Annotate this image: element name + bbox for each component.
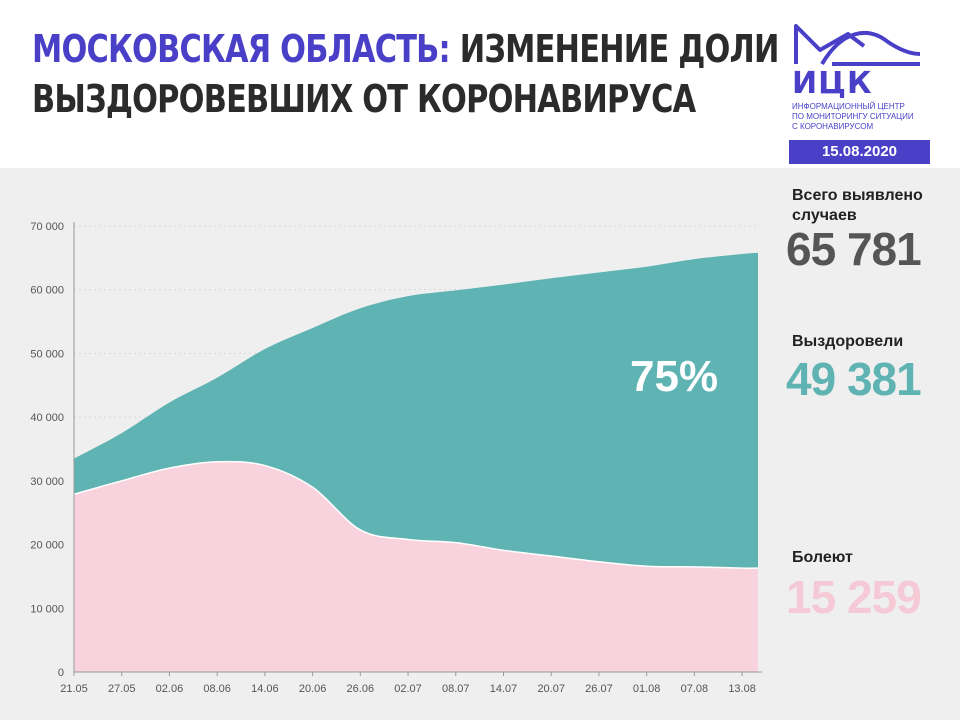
x-tick-label: 08.07 <box>442 683 470 695</box>
total-cases-label: Всего выявлено случаев <box>792 186 923 226</box>
date-badge: 15.08.2020 <box>789 140 930 164</box>
y-tick-label: 30 000 <box>30 476 64 488</box>
y-tick-label: 20 000 <box>30 540 64 552</box>
x-tick-label: 02.07 <box>394 683 422 695</box>
title-line-1: МОСКОВСКАЯ ОБЛАСТЬ: ИЗМЕНЕНИЕ ДОЛИ <box>32 24 779 74</box>
x-tick-label: 08.06 <box>203 683 231 695</box>
total-cases-value: 65 781 <box>786 223 922 275</box>
y-tick-label: 70 000 <box>30 221 64 233</box>
y-tick-label: 40 000 <box>30 412 64 424</box>
logo: ИЦК ИНФОРМАЦИОННЫЙ ЦЕНТР ПО МОНИТОРИНГУ … <box>792 20 942 140</box>
sick-label: Болеют <box>792 549 853 566</box>
total-cases-label-line: случаев <box>792 207 857 224</box>
total-cases-label-line: Всего выявлено <box>792 187 923 204</box>
x-tick-label: 27.05 <box>108 683 136 695</box>
y-tick-label: 0 <box>58 667 64 679</box>
y-tick-label: 50 000 <box>30 348 64 360</box>
recovered-percent: 75% <box>630 352 719 401</box>
x-tick-label: 07.08 <box>681 683 709 695</box>
logo-subtitle-line: ИНФОРМАЦИОННЫЙ ЦЕНТР <box>792 102 905 111</box>
sick-area <box>74 461 758 672</box>
y-tick-label: 60 000 <box>30 285 64 297</box>
chart-title: МОСКОВСКАЯ ОБЛАСТЬ: ИЗМЕНЕНИЕ ДОЛИ ВЫЗДО… <box>32 24 779 124</box>
sick-value: 15 259 <box>786 571 922 623</box>
recovered-value: 49 381 <box>786 353 922 405</box>
x-tick-label: 14.06 <box>251 683 279 695</box>
logo-subtitle-line: С КОРОНАВИРУСОМ <box>792 122 874 131</box>
title-region: МОСКОВСКАЯ ОБЛАСТЬ: <box>32 27 451 71</box>
title-text-1: ИЗМЕНЕНИЕ ДОЛИ <box>459 27 780 71</box>
x-tick-label: 13.08 <box>728 683 756 695</box>
x-tick-label: 26.07 <box>585 683 613 695</box>
recovered-area <box>74 252 758 569</box>
logo-name: ИЦК <box>792 66 873 101</box>
recovered-label: Выздоровели <box>792 333 904 350</box>
x-tick-label: 14.07 <box>490 683 518 695</box>
sick-boundary-line <box>73 460 759 569</box>
title-line-2: ВЫЗДОРОВЕВШИХ ОТ КОРОНАВИРУСА <box>32 77 696 121</box>
logo-subtitle-line: ПО МОНИТОРИНГУ СИТУАЦИИ <box>792 112 914 121</box>
x-tick-label: 20.06 <box>299 683 327 695</box>
y-tick-label: 10 000 <box>30 603 64 615</box>
x-tick-label: 26.06 <box>347 683 375 695</box>
x-tick-label: 02.06 <box>156 683 184 695</box>
x-tick-label: 20.07 <box>537 683 565 695</box>
logo-mark-icon <box>794 24 921 66</box>
x-tick-label: 21.05 <box>60 683 88 695</box>
x-tick-label: 01.08 <box>633 683 661 695</box>
logo-subtitle: ИНФОРМАЦИОННЫЙ ЦЕНТР ПО МОНИТОРИНГУ СИТУ… <box>792 102 942 132</box>
